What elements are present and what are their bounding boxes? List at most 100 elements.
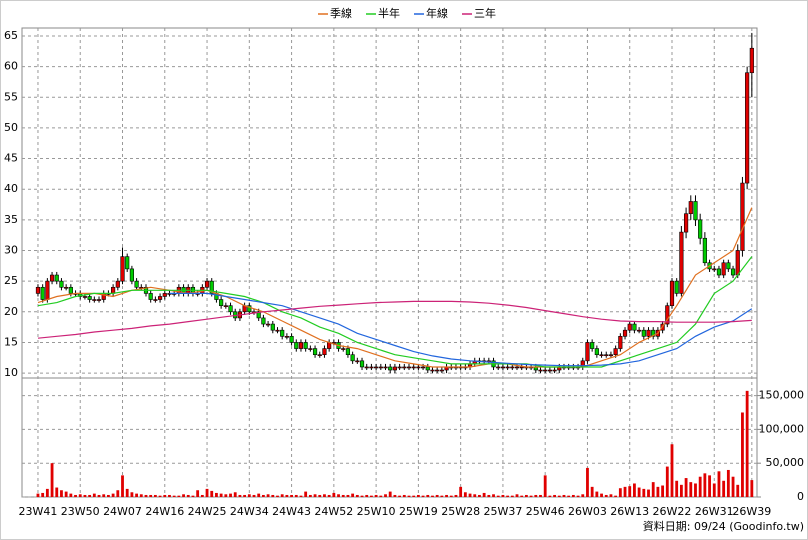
candle-body — [308, 348, 313, 350]
candle-body — [416, 366, 421, 369]
volume-bar — [449, 495, 453, 497]
candle-body — [585, 342, 590, 362]
volume-bar — [402, 494, 406, 497]
volume-bar — [689, 482, 693, 497]
volume-bar — [186, 494, 190, 497]
volume-bar — [74, 494, 77, 497]
volume-bar — [280, 494, 284, 497]
volume-bar — [600, 493, 603, 497]
volume-bar — [102, 494, 106, 497]
volume-bar — [717, 471, 721, 497]
candle-body — [420, 366, 426, 369]
volume-bar — [445, 494, 448, 497]
volume-bar — [435, 494, 439, 497]
volume-bar — [271, 494, 275, 497]
volume-bar — [553, 494, 556, 497]
volume-bar — [294, 494, 298, 497]
volume-bar — [459, 486, 463, 497]
volume-bar — [224, 494, 228, 497]
candle-body — [618, 336, 623, 349]
volume-bar — [562, 494, 566, 497]
candle-body — [374, 366, 379, 369]
volume-bar — [684, 478, 688, 497]
volume-bar — [163, 494, 167, 497]
volume-bar — [440, 495, 444, 497]
candle-body — [92, 299, 97, 301]
candle-body — [49, 274, 55, 282]
volume-bar — [125, 488, 129, 497]
candle-body — [651, 329, 656, 337]
candle-body — [641, 329, 646, 337]
volume-bar — [618, 488, 622, 497]
volume-bar — [694, 483, 697, 497]
y-tick-label: 40 — [4, 182, 18, 195]
volume-bar — [299, 495, 303, 497]
candle-body — [162, 293, 167, 297]
volume-bar — [337, 494, 340, 497]
candle-body — [45, 280, 50, 300]
y-tick-label: 35 — [4, 213, 18, 226]
candle-body — [294, 342, 299, 349]
volume-bar — [346, 494, 350, 497]
volume-bar — [50, 463, 54, 497]
volume-bar — [426, 494, 430, 497]
candle-body — [552, 369, 557, 372]
volume-bar — [661, 485, 665, 497]
candle-body — [345, 348, 351, 356]
volume-bar — [501, 494, 505, 497]
candle-body — [317, 354, 322, 357]
x-tick-label: 24W25 — [188, 505, 227, 518]
candle-body — [228, 305, 233, 313]
volume-bar — [623, 486, 627, 497]
candle-body — [153, 299, 158, 301]
candle-body — [500, 366, 506, 369]
candle-body — [604, 354, 609, 357]
volume-bar — [576, 495, 580, 497]
x-tick-label: 25W46 — [526, 505, 565, 518]
candle-body — [439, 369, 444, 372]
x-tick-label: 25W37 — [483, 505, 522, 518]
candle-body — [698, 219, 703, 239]
x-tick-label: 23W41 — [19, 505, 58, 518]
volume-bar — [374, 494, 378, 497]
candle-body — [359, 360, 365, 368]
volume-bar — [355, 494, 359, 497]
volume-bar — [304, 491, 308, 497]
x-tick-label: 25W28 — [441, 505, 480, 518]
volume-bar — [64, 491, 68, 497]
candle-body — [406, 366, 412, 369]
candle-body — [275, 329, 280, 332]
candle-body — [204, 280, 210, 288]
volume-bar — [210, 490, 214, 497]
volume-bar — [107, 494, 110, 497]
candle-body — [749, 47, 754, 74]
candle-body — [355, 360, 360, 363]
candle-body — [510, 366, 515, 369]
volume-bar — [92, 493, 96, 497]
candle-body — [547, 369, 552, 372]
volume-bar — [741, 412, 744, 497]
volume-bar — [557, 495, 561, 497]
x-tick-label: 23W50 — [61, 505, 100, 518]
volume-bar — [468, 493, 472, 497]
volume-bar — [487, 494, 491, 497]
candle-body — [613, 348, 618, 356]
x-tick-label: 24W16 — [145, 505, 184, 518]
moving-average-line — [37, 207, 753, 368]
candle-body — [369, 366, 374, 369]
volume-bar — [454, 494, 458, 497]
volume-bar — [111, 493, 115, 497]
volume-bar — [139, 494, 143, 497]
volume-bar — [642, 488, 646, 497]
y-tick-label: 50 — [4, 121, 18, 134]
volume-bar — [431, 495, 434, 497]
volume-bar — [149, 494, 153, 497]
volume-bar — [69, 493, 73, 497]
candle-body — [411, 366, 416, 369]
volume-bar — [370, 495, 373, 497]
volume-bar — [604, 494, 608, 497]
volume-bar — [379, 495, 383, 497]
volume-bar — [421, 495, 425, 497]
candle-body — [425, 366, 430, 371]
candle-body — [125, 256, 130, 270]
